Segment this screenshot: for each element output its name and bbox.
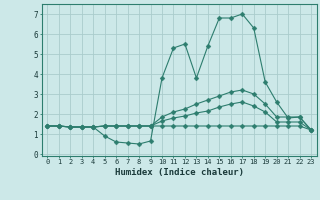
X-axis label: Humidex (Indice chaleur): Humidex (Indice chaleur) bbox=[115, 168, 244, 177]
